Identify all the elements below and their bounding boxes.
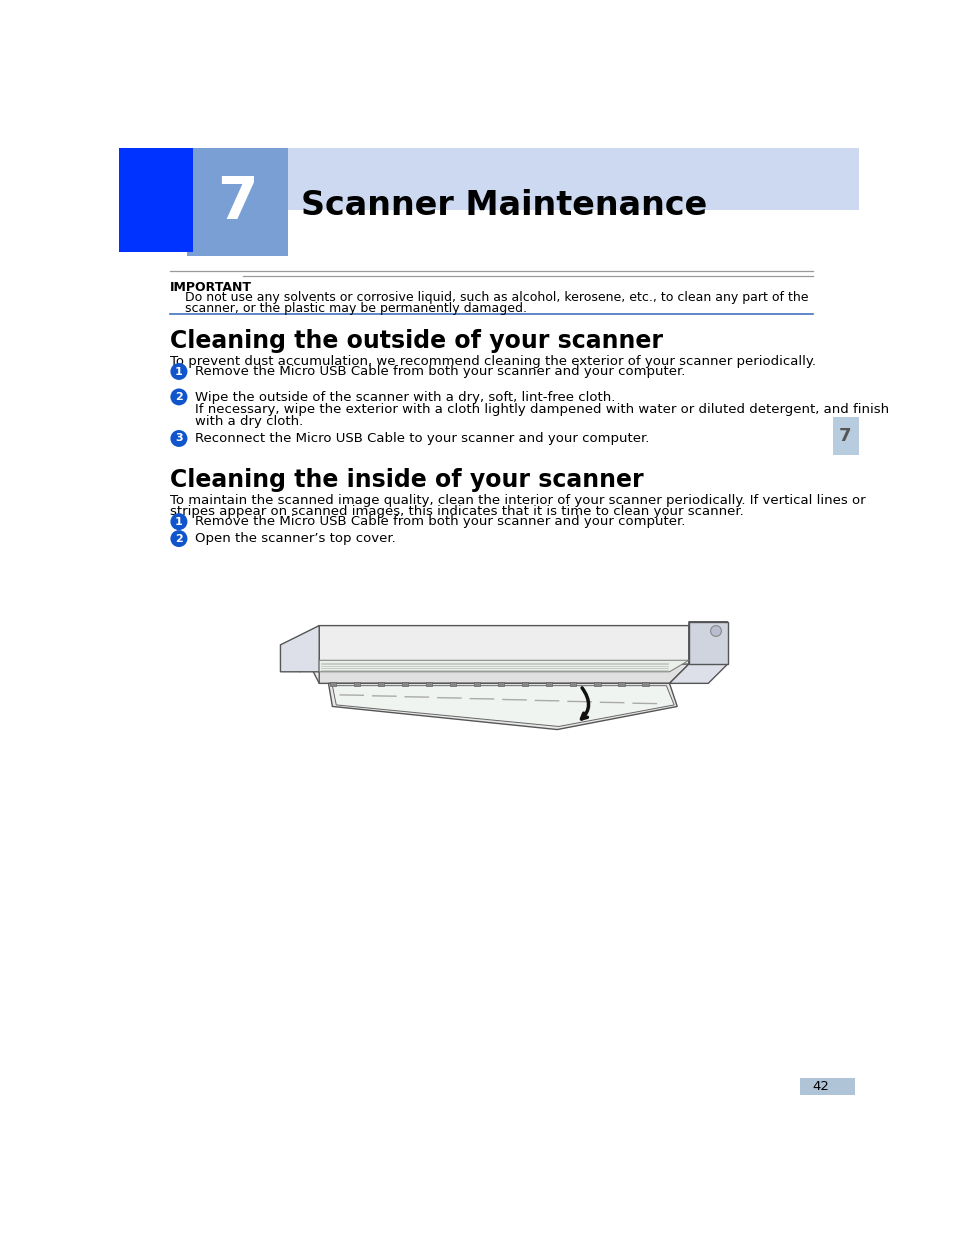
FancyBboxPatch shape [546,682,552,687]
FancyBboxPatch shape [354,682,360,687]
Text: 7: 7 [839,427,851,445]
FancyBboxPatch shape [832,417,858,456]
Text: 42: 42 [811,1081,828,1093]
Polygon shape [688,621,727,664]
Polygon shape [319,661,688,672]
Text: Do not use any solvents or corrosive liquid, such as alcohol, kerosene, etc., to: Do not use any solvents or corrosive liq… [185,290,808,304]
Text: 7: 7 [217,174,258,231]
Text: Remove the Micro USB Cable from both your scanner and your computer.: Remove the Micro USB Cable from both you… [195,366,685,378]
Circle shape [171,363,187,380]
Polygon shape [328,683,677,730]
Text: Scanner Maintenance: Scanner Maintenance [301,189,707,222]
FancyBboxPatch shape [474,682,480,687]
Polygon shape [319,664,688,683]
Text: with a dry cloth.: with a dry cloth. [195,415,303,429]
FancyBboxPatch shape [119,148,193,252]
Polygon shape [299,626,319,672]
Text: Reconnect the Micro USB Cable to your scanner and your computer.: Reconnect the Micro USB Cable to your sc… [195,432,649,445]
Text: If necessary, wipe the exterior with a cloth lightly dampened with water or dilu: If necessary, wipe the exterior with a c… [195,403,888,416]
FancyBboxPatch shape [521,682,528,687]
FancyBboxPatch shape [618,682,624,687]
FancyBboxPatch shape [497,682,504,687]
Text: Wipe the outside of the scanner with a dry, soft, lint-free cloth.: Wipe the outside of the scanner with a d… [195,390,615,404]
Text: To maintain the scanned image quality, clean the interior of your scanner period: To maintain the scanned image quality, c… [170,494,864,506]
Circle shape [171,389,187,405]
Circle shape [171,530,187,547]
Polygon shape [332,685,674,726]
Text: 2: 2 [174,391,183,401]
Polygon shape [299,626,688,683]
Text: scanner, or the plastic may be permanently damaged.: scanner, or the plastic may be permanent… [185,303,527,315]
FancyBboxPatch shape [641,682,648,687]
Text: 3: 3 [175,433,183,443]
FancyBboxPatch shape [402,682,408,687]
Circle shape [710,626,720,636]
Text: Open the scanner’s top cover.: Open the scanner’s top cover. [195,532,395,545]
Text: To prevent dust accumulation, we recommend cleaning the exterior of your scanner: To prevent dust accumulation, we recomme… [170,356,815,368]
Text: 1: 1 [174,367,183,377]
FancyBboxPatch shape [187,148,288,256]
FancyBboxPatch shape [426,682,432,687]
Polygon shape [280,626,319,672]
Text: Cleaning the inside of your scanner: Cleaning the inside of your scanner [170,468,642,492]
FancyBboxPatch shape [594,682,599,687]
Text: stripes appear on scanned images, this indicates that it is time to clean your s: stripes appear on scanned images, this i… [170,505,742,519]
FancyBboxPatch shape [570,682,576,687]
FancyBboxPatch shape [119,148,858,210]
Text: Cleaning the outside of your scanner: Cleaning the outside of your scanner [170,330,662,353]
Text: IMPORTANT: IMPORTANT [170,280,252,294]
FancyBboxPatch shape [450,682,456,687]
FancyBboxPatch shape [330,682,335,687]
Polygon shape [669,621,727,683]
FancyBboxPatch shape [377,682,384,687]
FancyBboxPatch shape [799,1078,854,1095]
Text: 1: 1 [174,516,183,526]
Text: 2: 2 [174,534,183,543]
Text: Remove the Micro USB Cable from both your scanner and your computer.: Remove the Micro USB Cable from both you… [195,515,685,529]
Circle shape [171,430,187,447]
Circle shape [171,514,187,530]
